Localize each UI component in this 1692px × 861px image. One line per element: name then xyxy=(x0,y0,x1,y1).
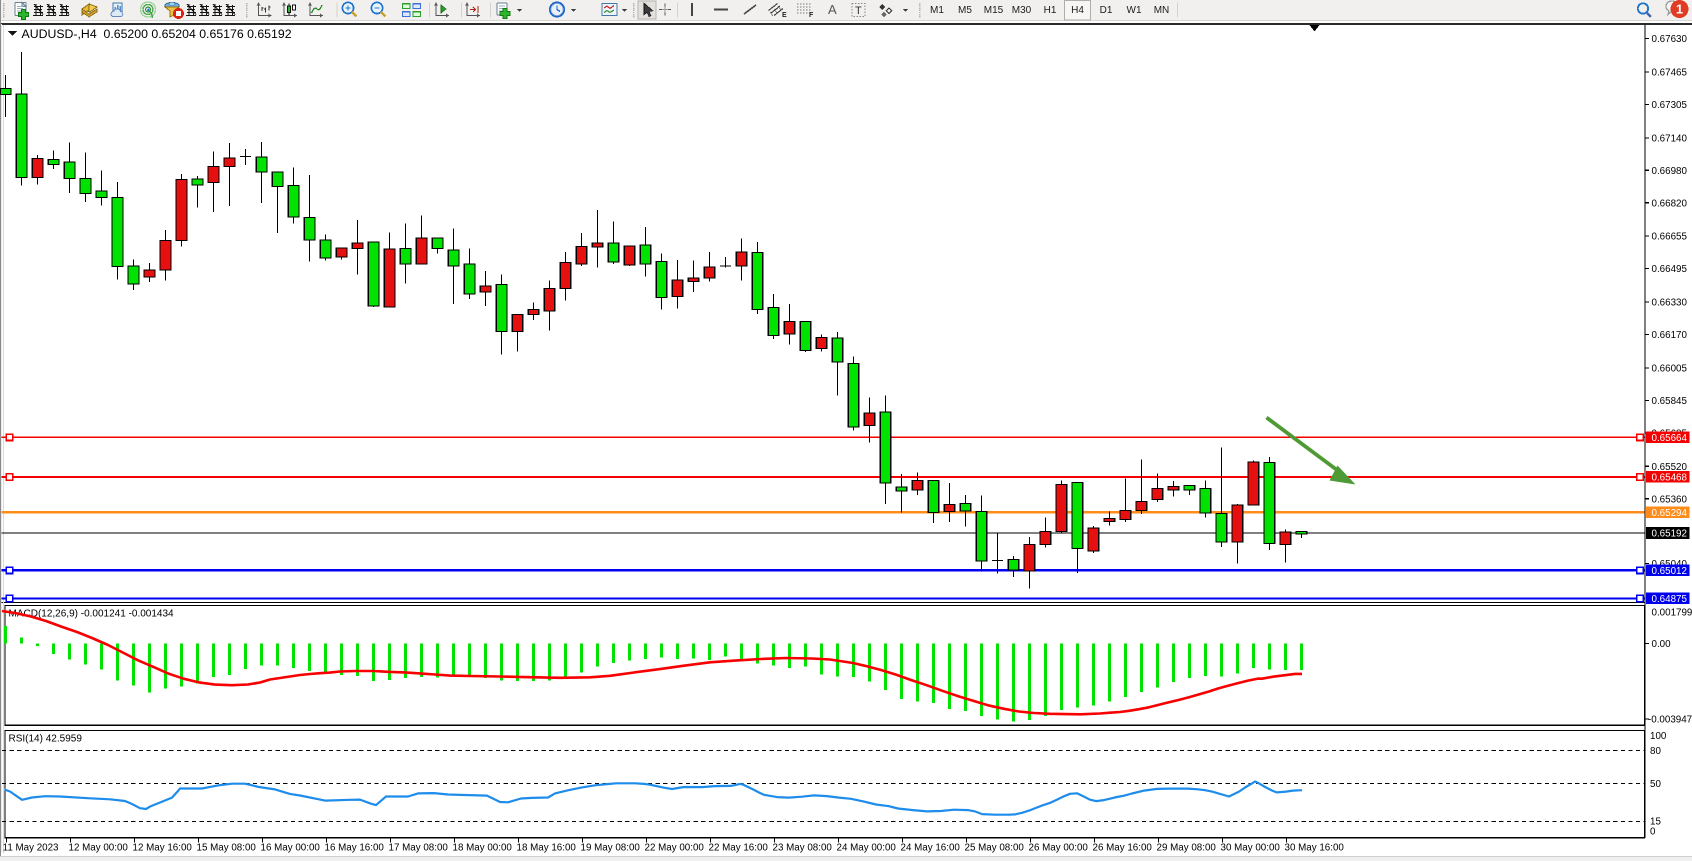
svg-text:0.65192: 0.65192 xyxy=(1652,529,1687,540)
svg-text:0.65294: 0.65294 xyxy=(1652,508,1688,519)
svg-text:H1: H1 xyxy=(1044,5,1057,16)
svg-text:17 May 08:00: 17 May 08:00 xyxy=(389,843,449,854)
svg-text:12 May 16:00: 12 May 16:00 xyxy=(133,843,193,854)
svg-text:0.65468: 0.65468 xyxy=(1652,473,1688,484)
svg-text:0.65360: 0.65360 xyxy=(1652,494,1688,505)
svg-text:24 May 00:00: 24 May 00:00 xyxy=(837,843,897,854)
svg-text:50: 50 xyxy=(1650,779,1661,790)
svg-text:22 May 16:00: 22 May 16:00 xyxy=(709,843,769,854)
svg-text:0.66005: 0.66005 xyxy=(1652,364,1688,375)
svg-text:AUDUSD-,H4 0.65200 0.65204 0.: AUDUSD-,H4 0.65200 0.65204 0.65176 0.651… xyxy=(22,27,292,41)
svg-text:23 May 08:00: 23 May 08:00 xyxy=(773,843,833,854)
svg-text:15: 15 xyxy=(1650,817,1661,828)
svg-text:A: A xyxy=(828,2,837,17)
svg-text:0: 0 xyxy=(1650,827,1656,838)
svg-text:D1: D1 xyxy=(1100,5,1113,16)
svg-text:0.66980: 0.66980 xyxy=(1652,166,1688,177)
svg-text:M15: M15 xyxy=(984,5,1004,16)
svg-text:0.66170: 0.66170 xyxy=(1652,330,1688,341)
svg-text:0.66330: 0.66330 xyxy=(1652,298,1688,309)
svg-text:MACD(12,26,9) -0.001241 -0.001: MACD(12,26,9) -0.001241 -0.001434 xyxy=(9,609,175,620)
svg-text:12 May 00:00: 12 May 00:00 xyxy=(69,843,129,854)
svg-text:E: E xyxy=(782,12,787,19)
svg-text:22 May 00:00: 22 May 00:00 xyxy=(645,843,705,854)
svg-text:19 May 08:00: 19 May 08:00 xyxy=(581,843,641,854)
svg-text:0.001799: 0.001799 xyxy=(1652,608,1692,619)
svg-text:W1: W1 xyxy=(1127,5,1142,16)
svg-text:16 May 16:00: 16 May 16:00 xyxy=(325,843,385,854)
svg-text:100: 100 xyxy=(1650,731,1667,742)
svg-text:80: 80 xyxy=(1650,746,1661,757)
svg-text:1: 1 xyxy=(1676,2,1683,17)
svg-text:0.67305: 0.67305 xyxy=(1652,100,1688,111)
svg-text:0.67140: 0.67140 xyxy=(1652,133,1688,144)
svg-text:M1: M1 xyxy=(930,5,944,16)
svg-text:24 May 16:00: 24 May 16:00 xyxy=(901,843,961,854)
svg-text:26 May 16:00: 26 May 16:00 xyxy=(1093,843,1153,854)
svg-text:30 May 16:00: 30 May 16:00 xyxy=(1285,843,1345,854)
svg-text:F: F xyxy=(809,12,814,19)
svg-text:H4: H4 xyxy=(1071,5,1084,16)
svg-text:18 May 00:00: 18 May 00:00 xyxy=(453,843,513,854)
svg-text:0.65012: 0.65012 xyxy=(1652,566,1687,577)
svg-text:26 May 00:00: 26 May 00:00 xyxy=(1029,843,1089,854)
svg-text:15 May 08:00: 15 May 08:00 xyxy=(197,843,257,854)
svg-text:29 May 08:00: 29 May 08:00 xyxy=(1157,843,1217,854)
svg-text:0.00: 0.00 xyxy=(1652,639,1672,650)
svg-text:0.64875: 0.64875 xyxy=(1652,594,1688,605)
svg-text:30 May 00:00: 30 May 00:00 xyxy=(1221,843,1281,854)
svg-text:18 May 16:00: 18 May 16:00 xyxy=(517,843,577,854)
svg-text:-0.003947: -0.003947 xyxy=(1648,715,1692,726)
svg-text:T: T xyxy=(855,5,862,17)
svg-text:RSI(14) 42.5959: RSI(14) 42.5959 xyxy=(9,734,83,745)
svg-text:M30: M30 xyxy=(1012,5,1032,16)
svg-text:0.65845: 0.65845 xyxy=(1652,396,1688,407)
svg-text:0.67630: 0.67630 xyxy=(1652,34,1688,45)
svg-text:M5: M5 xyxy=(958,5,972,16)
svg-text:11 May 2023: 11 May 2023 xyxy=(3,843,59,854)
svg-text:0.67465: 0.67465 xyxy=(1652,68,1688,79)
svg-text:0.65664: 0.65664 xyxy=(1652,433,1688,444)
svg-text:0.66495: 0.66495 xyxy=(1652,264,1688,275)
svg-text:25 May 08:00: 25 May 08:00 xyxy=(965,843,1025,854)
svg-text:0.65520: 0.65520 xyxy=(1652,462,1688,473)
svg-text:0.66655: 0.66655 xyxy=(1652,232,1688,243)
svg-text:0.66820: 0.66820 xyxy=(1652,198,1688,209)
svg-text:MN: MN xyxy=(1154,5,1170,16)
svg-text:16 May 00:00: 16 May 00:00 xyxy=(261,843,321,854)
